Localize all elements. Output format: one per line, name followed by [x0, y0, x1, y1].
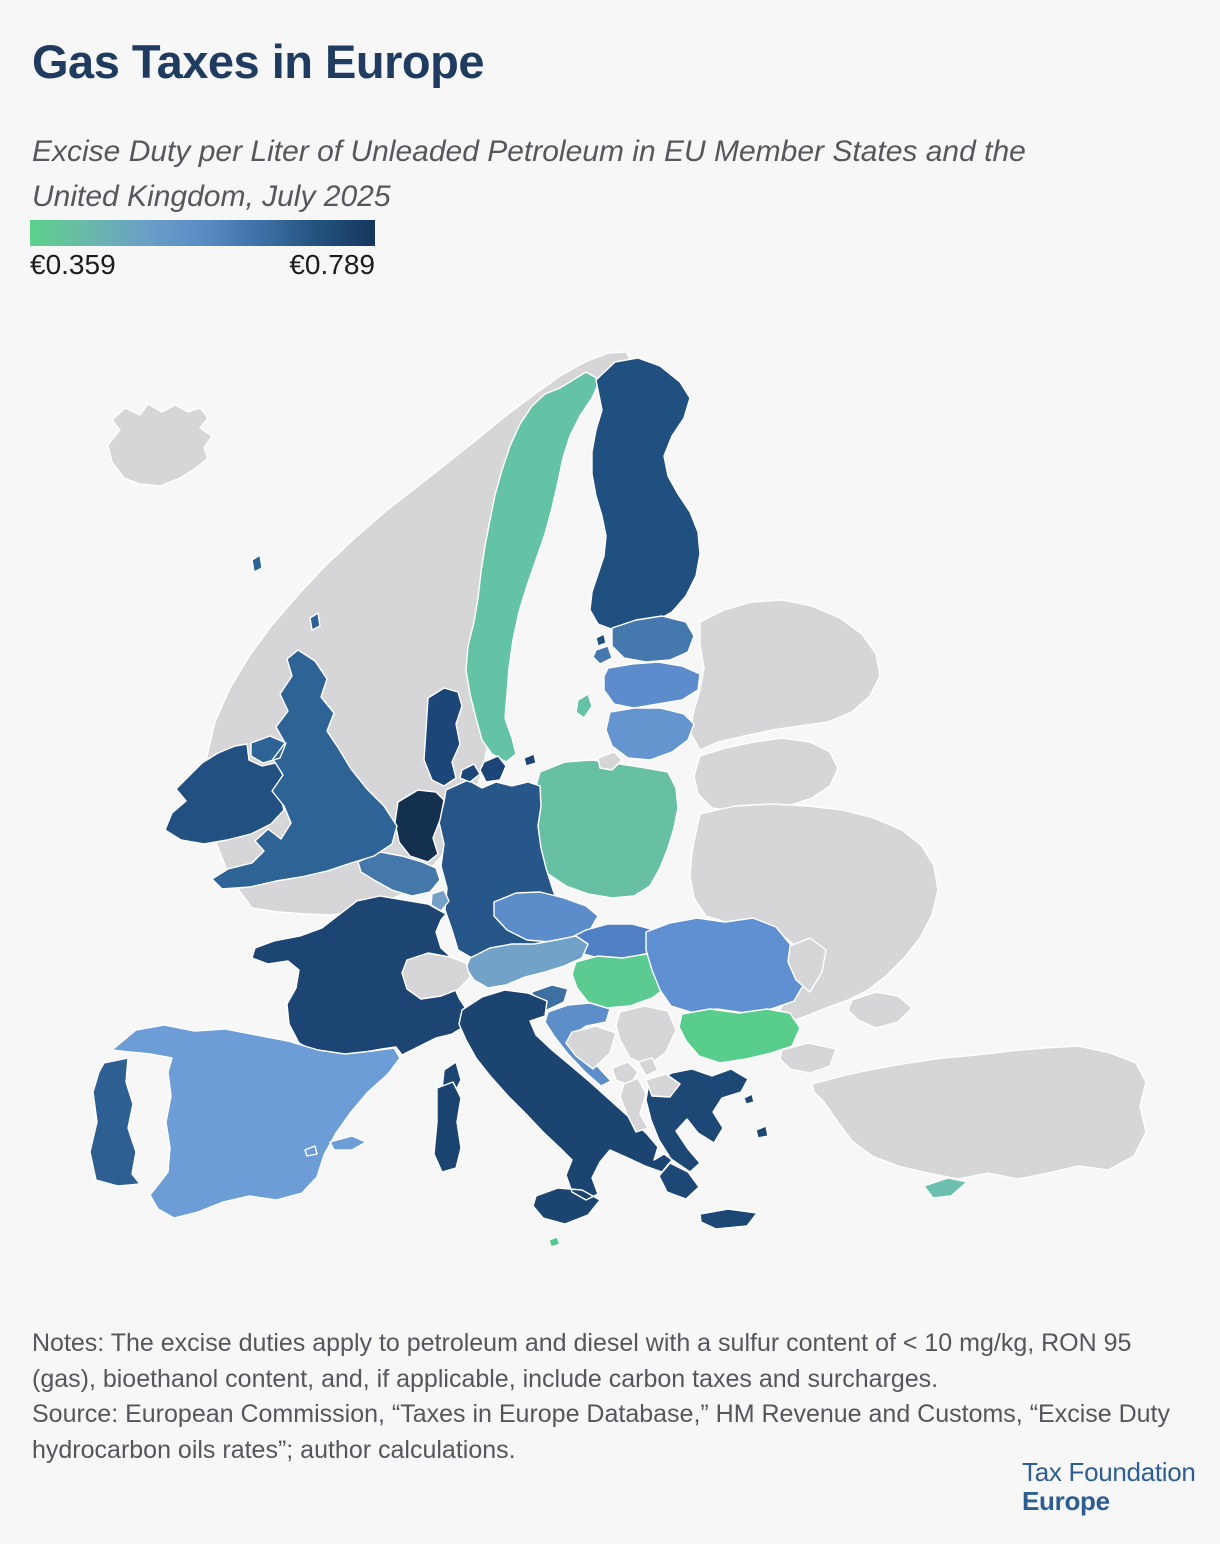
country-turkey — [779, 1042, 1147, 1180]
country-united-kingdom — [211, 554, 398, 890]
country-netherlands — [394, 789, 445, 863]
country-estonia — [592, 615, 695, 665]
country-moldova — [787, 937, 827, 993]
map-countries — [89, 351, 1147, 1248]
country-sweden — [465, 371, 601, 763]
legend-labels: €0.359 €0.789 — [30, 249, 375, 281]
country-denmark — [423, 687, 537, 787]
country-hungary — [571, 953, 675, 1009]
page-title: Gas Taxes in Europe — [32, 35, 484, 88]
logo-line2: Europe — [1022, 1486, 1110, 1517]
tax-foundation-logo: Tax Foundation Europe — [1022, 1457, 1196, 1517]
country-portugal — [89, 1057, 141, 1187]
country-iceland — [107, 403, 213, 487]
country-malta — [548, 1236, 561, 1248]
country-kaliningrad — [597, 751, 623, 771]
subtitle: Excise Duty per Liter of Unleaded Petrol… — [32, 135, 1026, 213]
country-latvia — [603, 661, 701, 709]
footnotes: Notes: The excise duties apply to petrol… — [32, 1326, 1184, 1468]
country-finland — [589, 357, 701, 647]
country-lithuania — [605, 707, 695, 761]
country-ukraine — [689, 803, 939, 1029]
country-belgium — [357, 851, 441, 897]
country-belarus — [693, 737, 839, 813]
country-austria — [465, 935, 589, 989]
country-poland — [532, 759, 679, 899]
legend-min-label: €0.359 — [30, 249, 116, 280]
source-text: Source: European Commission, “Taxes in E… — [32, 1400, 1171, 1464]
country-greece — [645, 1068, 769, 1230]
country-italy — [433, 989, 673, 1225]
country-north-macedonia — [645, 1073, 681, 1098]
notes-text: Notes: The excise duties apply to petrol… — [32, 1329, 1132, 1393]
legend-gradient-bar — [30, 220, 375, 246]
country-albania — [619, 1077, 649, 1133]
country-spain — [111, 1024, 401, 1219]
country-luxembourg — [430, 889, 450, 912]
country-kosovo — [637, 1057, 659, 1077]
country-serbia — [615, 1005, 677, 1067]
country-cyprus — [923, 1177, 968, 1199]
color-scale-legend: €0.359 €0.789 — [30, 220, 375, 281]
legend-max-label: €0.789 — [289, 249, 375, 280]
country-switzerland — [401, 952, 471, 1000]
country-bulgaria — [678, 1008, 801, 1064]
country-romania — [645, 917, 805, 1014]
logo-line1: Tax Foundation — [1022, 1457, 1196, 1487]
country-bosnia-herzegovina — [565, 1025, 617, 1070]
country-russia — [689, 599, 881, 751]
